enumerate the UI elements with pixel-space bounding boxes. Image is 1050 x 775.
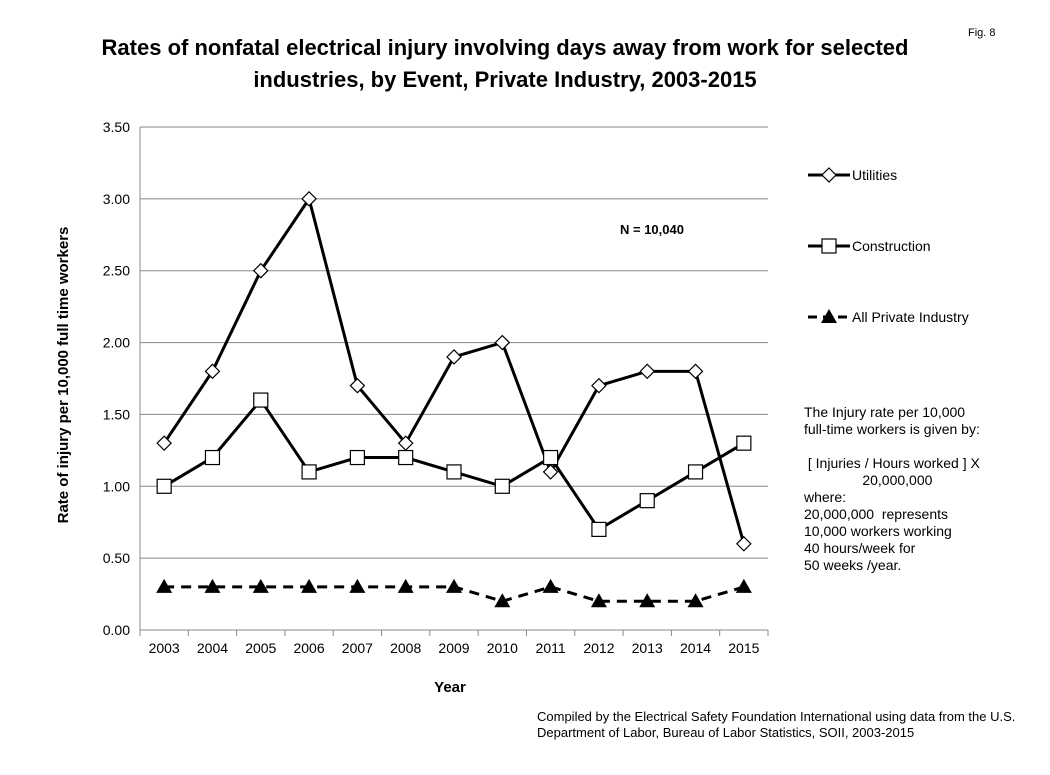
data-point-square xyxy=(736,435,752,451)
legend-label: Construction xyxy=(852,238,931,254)
x-tick-label: 2010 xyxy=(487,640,518,656)
data-point-diamond xyxy=(156,435,173,452)
data-point-triangle xyxy=(542,578,559,593)
data-point-triangle xyxy=(494,593,511,608)
data-point-triangle xyxy=(590,593,607,608)
data-point-square xyxy=(204,449,221,466)
data-point-triangle xyxy=(397,578,414,593)
data-point-triangle xyxy=(639,593,656,608)
y-tick-label: 3.00 xyxy=(103,191,130,207)
data-point-triangle xyxy=(301,578,318,593)
source-credit: Compiled by the Electrical Safety Founda… xyxy=(537,709,1016,740)
data-point-square xyxy=(687,464,704,480)
data-point-square xyxy=(398,449,414,466)
data-point-square xyxy=(446,464,462,480)
x-tick-label: 2005 xyxy=(245,640,276,656)
data-point-triangle xyxy=(687,593,704,608)
figure-label: Fig. 8 xyxy=(968,27,996,39)
data-point-triangle xyxy=(252,578,269,593)
y-tick-label: 0.00 xyxy=(103,622,130,638)
x-tick-label: 2009 xyxy=(438,640,469,656)
data-point-diamond xyxy=(735,535,752,552)
data-point-diamond xyxy=(542,464,559,480)
y-tick-label: 0.50 xyxy=(103,550,130,566)
formula-note: The Injury rate per 10,000 full-time wor… xyxy=(804,404,980,573)
y-axis-label: Rate of injury per 10,000 full time work… xyxy=(55,227,72,524)
data-point-square xyxy=(253,392,269,408)
legend-label: Utilities xyxy=(852,167,897,183)
data-point-diamond xyxy=(446,349,462,365)
data-point-triangle xyxy=(446,578,462,593)
x-tick-label: 2014 xyxy=(680,640,711,656)
data-point-diamond xyxy=(687,363,704,380)
y-tick-label: 2.50 xyxy=(103,263,130,279)
data-point-square xyxy=(156,478,172,494)
legend-label: All Private Industry xyxy=(852,309,969,325)
data-point-square xyxy=(543,449,559,466)
data-point-square xyxy=(591,521,607,538)
data-point-square xyxy=(349,449,365,466)
data-point-diamond xyxy=(252,262,269,279)
data-point-diamond xyxy=(639,363,656,380)
x-tick-label: 2006 xyxy=(293,640,324,656)
legend-marker-triangle xyxy=(821,309,837,323)
y-tick-label: 1.00 xyxy=(103,478,130,494)
data-point-square xyxy=(639,493,655,509)
legend-marker-diamond xyxy=(821,167,837,183)
data-point-diamond xyxy=(204,363,221,380)
data-point-triangle xyxy=(204,578,221,593)
data-point-diamond xyxy=(301,191,317,207)
y-tick-label: 1.50 xyxy=(103,406,130,422)
chart-title: Rates of nonfatal electrical injury invo… xyxy=(101,35,909,92)
x-tick-label: 2003 xyxy=(149,640,180,656)
y-tick-label: 3.50 xyxy=(103,119,130,135)
data-point-triangle xyxy=(349,578,366,593)
x-tick-label: 2012 xyxy=(583,640,614,656)
x-tick-label: 2015 xyxy=(728,640,759,656)
n-annotation: N = 10,040 xyxy=(620,222,684,237)
data-point-square xyxy=(301,464,317,480)
legend-marker-square xyxy=(821,238,837,254)
x-tick-label: 2004 xyxy=(197,640,228,656)
data-point-diamond xyxy=(591,377,607,394)
series-line-0 xyxy=(162,195,746,545)
y-tick-label: 2.00 xyxy=(103,335,130,351)
data-point-triangle xyxy=(156,578,173,593)
x-tick-label: 2008 xyxy=(390,640,421,656)
data-point-diamond xyxy=(349,377,366,394)
data-point-diamond xyxy=(494,334,511,351)
x-tick-label: 2007 xyxy=(342,640,373,656)
x-tick-label: 2013 xyxy=(632,640,663,656)
data-point-triangle xyxy=(735,578,752,593)
x-tick-label: 2011 xyxy=(536,640,566,656)
data-point-square xyxy=(494,478,510,494)
x-axis-label: Year xyxy=(434,679,466,696)
